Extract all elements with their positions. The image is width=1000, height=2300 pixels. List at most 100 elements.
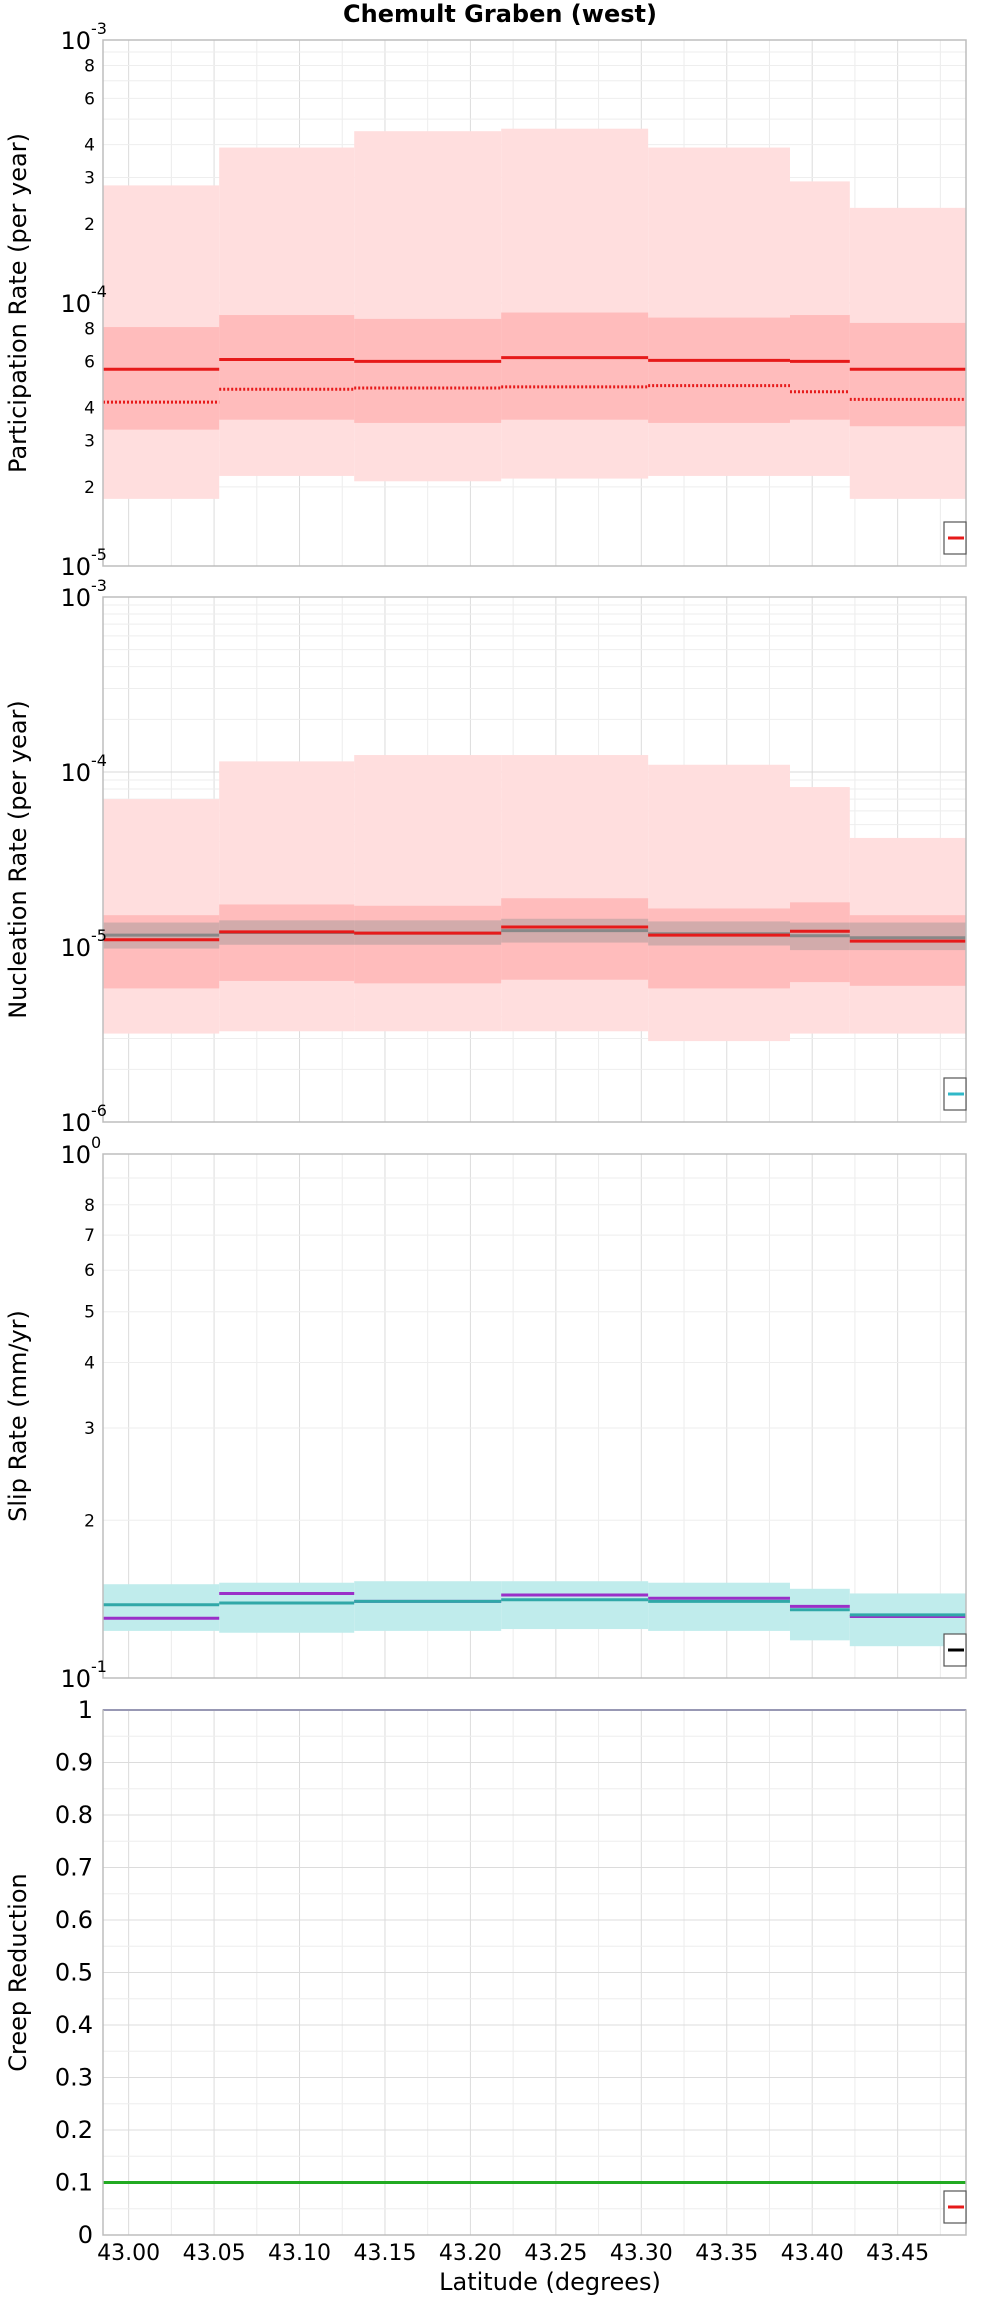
- y-minor-tick-label: 3: [84, 1419, 95, 1439]
- y-tick-exponent: -3: [91, 576, 107, 595]
- chart-title: Chemult Graben (west): [343, 0, 657, 28]
- y-tick-label: 10 -4: [60, 282, 107, 318]
- y-tick-label: 0.5: [55, 1959, 93, 1987]
- y-tick-base: 10: [60, 1109, 91, 1137]
- y-tick-exponent: -5: [91, 545, 107, 564]
- y-tick-label: 0.4: [55, 2011, 93, 2039]
- y-minor-tick-label: 7: [84, 1226, 95, 1246]
- legend: [943, 1633, 967, 1667]
- y-tick-value: 0.7: [55, 1854, 93, 1882]
- band-segment: [789, 315, 850, 420]
- band-segment: [219, 147, 355, 476]
- band-segment: [501, 755, 649, 1032]
- y-tick-label: 1: [78, 1696, 93, 1724]
- y-tick-value: 0.8: [55, 1801, 93, 1829]
- y-tick-value: 0.4: [55, 2011, 93, 2039]
- y-tick-value: 0.6: [55, 1906, 93, 1934]
- y-tick-label: 0.9: [55, 1749, 93, 1777]
- band-segment: [219, 315, 355, 420]
- series-teal: [103, 1598, 966, 1617]
- band-outer-range: [103, 128, 966, 499]
- plot-frame: [102, 596, 967, 1123]
- x-tick-label: 43.15: [353, 2241, 416, 2266]
- y-tick-exponent: -5: [91, 926, 107, 945]
- y-tick-label: 0: [78, 2221, 93, 2249]
- y-minor-tick-label: 6: [84, 1261, 95, 1281]
- y-minor-tick-label: 5: [84, 1303, 95, 1323]
- x-tick-label: 43.40: [781, 2241, 844, 2266]
- x-tick-label: 43.05: [183, 2241, 246, 2266]
- y-tick-label: 10 -5: [60, 926, 107, 962]
- y-minor-tick-label: 2: [84, 215, 95, 235]
- y-axis-label: Creep Reduction: [4, 1873, 32, 2071]
- y-tick-label: 10 -3: [60, 19, 107, 55]
- legend: [943, 2190, 967, 2224]
- band-segment: [354, 131, 502, 482]
- band-inner-range: [103, 312, 966, 430]
- y-axis-label: Participation Rate (per year): [4, 133, 32, 473]
- band-segment: [354, 318, 502, 423]
- band-segment: [103, 327, 220, 430]
- y-tick-label: 10 -4: [60, 751, 107, 787]
- x-tick-label: 43.35: [695, 2241, 758, 2266]
- y-minor-tick-label: 2: [84, 478, 95, 498]
- y-tick-base: 10: [60, 553, 91, 581]
- y-minor-tick-label: 6: [84, 352, 95, 372]
- y-axis-label: Nucleation Rate (per year): [4, 700, 32, 1019]
- y-minor-tick-label: 3: [84, 169, 95, 189]
- y-tick-label: 10 -5: [60, 545, 107, 581]
- y-tick-label: 0.7: [55, 1854, 93, 1882]
- y-tick-value: 0.3: [55, 2064, 93, 2092]
- y-tick-base: 10: [60, 759, 91, 787]
- band-segment: [103, 1584, 220, 1631]
- band-outer-range: [103, 755, 966, 1042]
- band-segment: [354, 755, 502, 1032]
- panel-creep: 0 0.1 0.2 0.3 0.4 0.5 0.6 0.7 0.8 0.9 1 Creep Reduc…: [4, 1696, 967, 2249]
- x-axis-ticks: 43.00 43.05 43.10 43.15 43.20 43.25 43.30 43.35…: [97, 2241, 929, 2266]
- y-tick-value: 0.5: [55, 1959, 93, 1987]
- band-segment: [648, 908, 790, 989]
- x-tick-label: 43.20: [439, 2241, 502, 2266]
- y-tick-value: 0: [78, 2221, 93, 2249]
- y-tick-exponent: -3: [91, 19, 107, 38]
- y-minor-tick-label: 8: [84, 56, 95, 76]
- y-minor-tick-label: 8: [84, 1196, 95, 1216]
- x-tick-label: 43.00: [97, 2241, 160, 2266]
- band-segment: [354, 1581, 502, 1631]
- plot-frame: [102, 1153, 967, 1679]
- x-tick-label: 43.45: [866, 2241, 929, 2266]
- band-segment: [501, 128, 649, 479]
- band-segment: [648, 317, 790, 423]
- x-tick-label: 43.25: [524, 2241, 587, 2266]
- legend: [943, 1077, 967, 1111]
- y-axis-label: Slip Rate (mm/yr): [4, 1310, 32, 1522]
- y-tick-label: 0.6: [55, 1906, 93, 1934]
- band-segment: [849, 322, 966, 427]
- series-median: [103, 384, 966, 404]
- y-tick-exponent: -1: [91, 1657, 107, 1676]
- y-tick-label: 0.1: [55, 2169, 93, 2197]
- x-tick-label: 43.10: [268, 2241, 331, 2266]
- y-tick-value: 1: [78, 1696, 93, 1724]
- y-tick-label: 10 -3: [60, 576, 107, 612]
- y-tick-base: 10: [60, 290, 91, 318]
- y-tick-value: 0.9: [55, 1749, 93, 1777]
- y-tick-base: 10: [60, 1665, 91, 1693]
- y-tick-exponent: -4: [91, 751, 107, 770]
- band-segment: [648, 1582, 790, 1631]
- y-tick-value: 0.1: [55, 2169, 93, 2197]
- y-tick-exponent: -4: [91, 282, 107, 301]
- y-minor-tick-label: 6: [84, 89, 95, 109]
- x-tick-label: 43.30: [610, 2241, 673, 2266]
- y-minor-tick-label: 4: [84, 399, 95, 419]
- y-minor-tick-label: 4: [84, 136, 95, 156]
- band-segment: [501, 312, 649, 420]
- y-tick-label: 0.8: [55, 1801, 93, 1829]
- y-minor-tick-label: 3: [84, 432, 95, 452]
- band-slip-range: [103, 1581, 966, 1647]
- y-tick-label: 10 -1: [60, 1657, 107, 1693]
- y-tick-label: 10 0: [60, 1133, 101, 1169]
